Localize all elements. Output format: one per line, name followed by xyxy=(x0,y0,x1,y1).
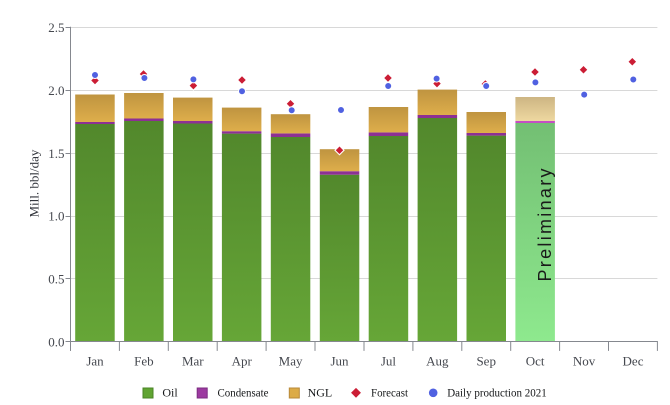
svg-text:0.5: 0.5 xyxy=(48,272,64,287)
svg-text:Apr: Apr xyxy=(232,353,253,368)
svg-text:Nov: Nov xyxy=(573,353,596,368)
svg-text:NGL: NGL xyxy=(308,386,333,400)
svg-text:2.5: 2.5 xyxy=(48,20,64,35)
svg-text:Aug: Aug xyxy=(426,353,449,368)
svg-text:Dec: Dec xyxy=(623,353,644,368)
svg-text:Mar: Mar xyxy=(182,353,204,368)
svg-text:Daily production 2021: Daily production 2021 xyxy=(447,386,547,400)
svg-text:Condensate: Condensate xyxy=(218,386,269,400)
svg-text:Oct: Oct xyxy=(526,353,545,368)
svg-text:Oil: Oil xyxy=(162,386,178,400)
svg-text:Sep: Sep xyxy=(476,353,496,368)
svg-text:Preliminary: Preliminary xyxy=(535,166,555,281)
svg-text:Jun: Jun xyxy=(330,353,349,368)
svg-text:Feb: Feb xyxy=(134,353,154,368)
svg-text:2.0: 2.0 xyxy=(48,83,64,98)
svg-text:Mill. bbl/day: Mill. bbl/day xyxy=(27,149,42,217)
svg-text:May: May xyxy=(279,353,303,368)
svg-text:Forecast: Forecast xyxy=(371,386,409,400)
svg-text:1.5: 1.5 xyxy=(48,146,64,161)
svg-text:1.0: 1.0 xyxy=(48,209,64,224)
svg-text:0.0: 0.0 xyxy=(48,334,64,349)
svg-text:Jan: Jan xyxy=(86,353,104,368)
svg-text:Jul: Jul xyxy=(381,353,397,368)
